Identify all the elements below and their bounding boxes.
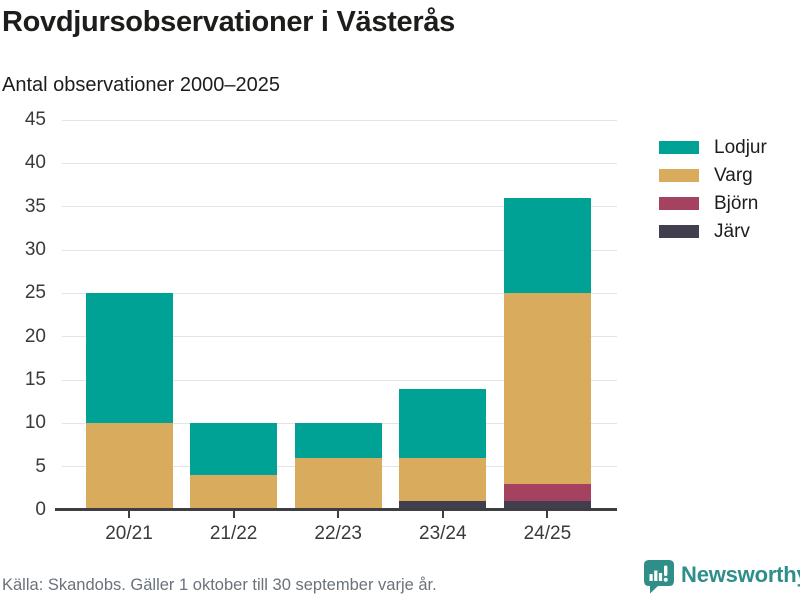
x-axis-tick — [232, 511, 235, 518]
bar-segment-lodjur — [294, 423, 382, 458]
y-axis-label: 10 — [24, 412, 46, 434]
legend-swatch-lodjur — [659, 141, 699, 154]
y-axis-label: 45 — [24, 109, 46, 130]
gridline — [62, 119, 617, 121]
bar-segment-lodjur — [85, 293, 173, 424]
chart-title: Rovdjursobservationer i Västerås — [2, 6, 455, 38]
gridline — [62, 206, 617, 208]
legend-swatch-varg — [659, 169, 699, 182]
legend-label: Varg — [714, 164, 753, 186]
y-axis-label: 25 — [24, 282, 46, 304]
y-axis-label: 15 — [24, 369, 46, 390]
legend: Lodjur Varg Björn Järv — [659, 137, 767, 253]
chart-subtitle: Antal observationer 2000–2025 — [2, 74, 280, 96]
x-axis-tick — [546, 511, 549, 518]
source-note: Källa: Skandobs. Gäller 1 oktober till 3… — [2, 576, 437, 594]
bar-segment-varg — [399, 458, 487, 502]
y-axis-label: 0 — [35, 499, 46, 520]
brand-name: Newsworthy — [681, 562, 800, 587]
legend-item-björn: Björn — [659, 193, 767, 214]
gridline — [62, 292, 617, 294]
legend-label: Lodjur — [714, 136, 767, 158]
x-axis-label: 20/21 — [105, 523, 153, 544]
bar-segment-varg — [85, 423, 173, 510]
bar-segment-varg — [190, 475, 278, 510]
legend-item-varg: Varg — [659, 165, 767, 186]
bar-segment-lodjur — [399, 388, 487, 458]
x-axis-label: 21/22 — [209, 523, 258, 544]
legend-label: Järv — [714, 220, 750, 242]
bar-segment-björn — [503, 484, 591, 502]
bar-segment-varg — [294, 458, 382, 510]
legend-item-järv: Järv — [659, 221, 767, 242]
legend-swatch-järv — [659, 225, 699, 238]
newsworthy-speech-bubble-chart-icon — [644, 560, 674, 594]
x-axis-line — [55, 508, 617, 511]
y-axis-label: 40 — [24, 152, 46, 174]
y-axis-label: 5 — [35, 455, 46, 477]
branding: Newsworthy — [644, 560, 800, 595]
gridline — [62, 336, 617, 338]
legend-label: Björn — [714, 192, 759, 214]
bar-segment-järv — [399, 501, 487, 510]
legend-swatch-björn — [659, 197, 699, 210]
y-axis-label: 30 — [24, 239, 46, 260]
plot-area — [55, 119, 617, 518]
bar-segment-järv — [503, 501, 591, 510]
legend-item-lodjur: Lodjur — [659, 137, 767, 158]
x-axis-tick — [441, 511, 444, 518]
bar-segment-lodjur — [190, 423, 278, 476]
gridline — [62, 379, 617, 381]
bar-segment-varg — [503, 293, 591, 484]
x-axis-label: 22/23 — [314, 523, 362, 544]
bar-segment-lodjur — [503, 198, 591, 294]
gridline — [62, 249, 617, 251]
x-axis-tick — [337, 511, 340, 518]
x-axis-label: 23/24 — [419, 523, 467, 544]
y-axis-label: 20 — [24, 325, 46, 347]
gridline — [62, 162, 617, 164]
x-axis-label: 24/25 — [523, 523, 572, 544]
x-axis-tick — [128, 511, 130, 518]
y-axis-label: 35 — [24, 195, 46, 217]
